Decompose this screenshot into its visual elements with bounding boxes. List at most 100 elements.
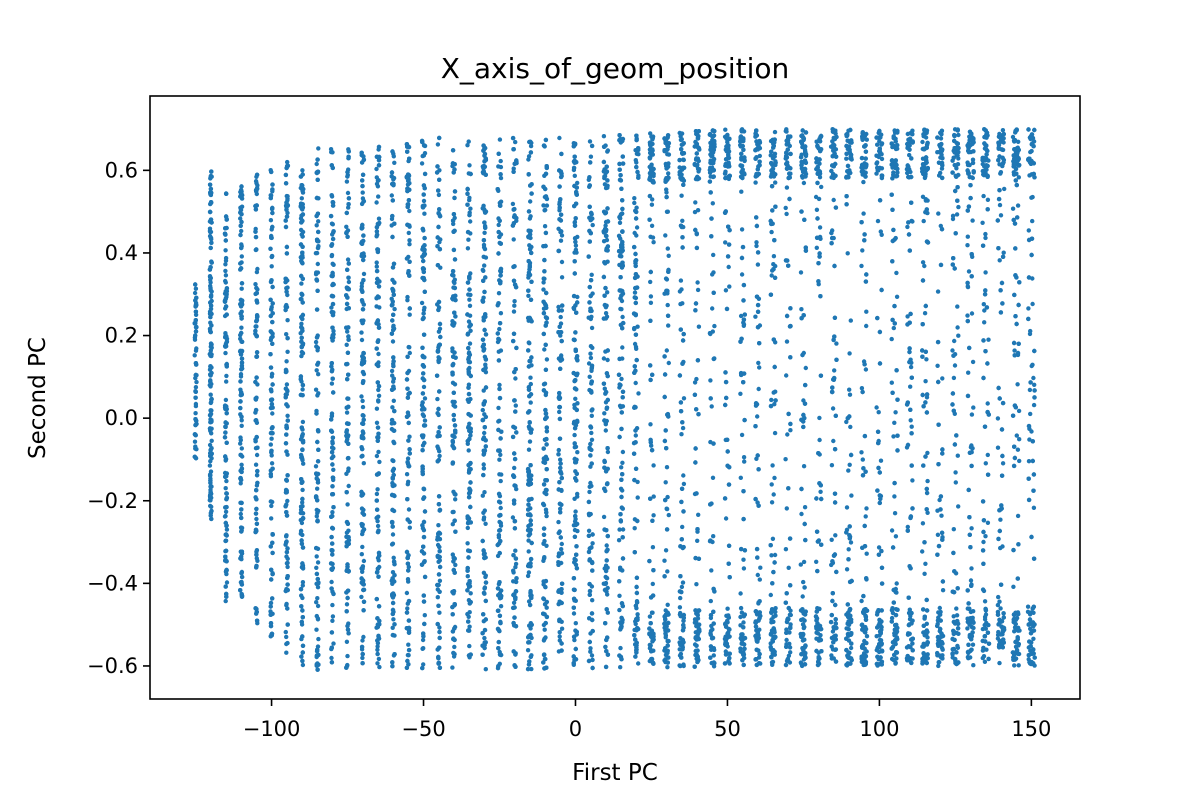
scatter-point [511, 237, 516, 242]
scatter-point [483, 574, 488, 580]
scatter-point [482, 635, 487, 641]
scatter-point [998, 517, 1003, 522]
scatter-point [269, 503, 274, 509]
scatter-point [710, 201, 715, 206]
scatter-point [920, 549, 925, 554]
scatter-point [753, 314, 758, 319]
scatter-point [831, 197, 836, 203]
scatter-point [238, 372, 244, 377]
scatter-point [922, 263, 927, 269]
scatter-point [784, 627, 789, 632]
scatter-point [664, 465, 670, 470]
scatter-point [620, 527, 626, 532]
scatter-point [741, 620, 746, 625]
scatter-point [1014, 433, 1019, 438]
scatter-point [1025, 604, 1031, 609]
scatter-point [982, 308, 987, 313]
scatter-point [726, 264, 731, 270]
scatter-point [435, 595, 440, 600]
scatter-point [407, 312, 412, 317]
scatter-point [1000, 128, 1006, 133]
scatter-point [859, 386, 865, 391]
scatter-point [769, 500, 775, 505]
scatter-point [739, 189, 744, 194]
scatter-point [925, 478, 930, 484]
scatter-point [665, 665, 670, 670]
scatter-point [997, 258, 1002, 263]
scatter-point [422, 418, 428, 423]
scatter-point [557, 409, 562, 415]
scatter-point [876, 545, 882, 550]
scatter-point [695, 538, 700, 543]
scatter-point [711, 252, 716, 258]
scatter-point [512, 299, 517, 304]
scatter-point [801, 464, 807, 469]
scatter-point [696, 324, 702, 329]
scatter-point [663, 480, 668, 485]
scatter-point [497, 137, 503, 142]
scatter-point [421, 646, 426, 651]
scatter-point [269, 461, 275, 466]
scatter-point [405, 577, 411, 582]
scatter-point [711, 534, 716, 539]
scatter-point [710, 272, 715, 277]
scatter-point [938, 223, 943, 229]
scatter-point [1012, 629, 1017, 634]
scatter-point [299, 281, 304, 286]
scatter-point [498, 158, 503, 164]
scatter-point [254, 181, 259, 186]
scatter-point [497, 382, 502, 388]
scatter-point [725, 139, 730, 145]
scatter-point [498, 604, 504, 609]
scatter-point [421, 528, 427, 533]
scatter-point [314, 600, 319, 605]
scatter-point [817, 415, 822, 421]
scatter-point [194, 379, 199, 385]
scatter-point [588, 355, 594, 361]
scatter-point [572, 637, 577, 643]
scatter-point [956, 504, 961, 509]
scatter-point [1031, 636, 1036, 641]
scatter-point [498, 311, 504, 316]
scatter-point [801, 180, 807, 186]
scatter-point [1011, 584, 1016, 589]
scatter-point [482, 246, 488, 252]
scatter-point [573, 396, 578, 401]
scatter-point [905, 524, 910, 530]
scatter-point [299, 321, 304, 326]
scatter-point [541, 203, 546, 208]
scatter-point [330, 618, 335, 623]
scatter-point [407, 434, 412, 439]
scatter-point [498, 175, 504, 181]
scatter-point [664, 348, 669, 353]
scatter-point [360, 404, 366, 410]
scatter-point [741, 455, 747, 460]
scatter-point [955, 325, 960, 330]
scatter-point [526, 340, 531, 345]
scatter-point [299, 196, 304, 201]
scatter-point [468, 206, 473, 211]
scatter-point [374, 260, 379, 265]
scatter-point [847, 392, 853, 397]
scatter-point [742, 459, 747, 464]
scatter-point [617, 527, 622, 532]
scatter-point [513, 564, 518, 570]
scatter-point [864, 551, 869, 556]
scatter-point [1030, 276, 1035, 281]
scatter-point [938, 609, 943, 615]
scatter-point [950, 216, 956, 222]
scatter-point [739, 432, 745, 438]
scatter-point [920, 521, 926, 526]
scatter-point [407, 350, 412, 356]
scatter-point [573, 243, 579, 248]
scatter-point [970, 642, 976, 647]
scatter-point [783, 457, 788, 462]
scatter-point [969, 311, 975, 316]
scatter-point [634, 160, 639, 165]
scatter-point [313, 387, 319, 392]
scatter-point [315, 560, 321, 565]
scatter-point [954, 606, 959, 611]
scatter-point [772, 552, 778, 558]
scatter-point [329, 305, 334, 310]
scatter-point [451, 221, 456, 227]
